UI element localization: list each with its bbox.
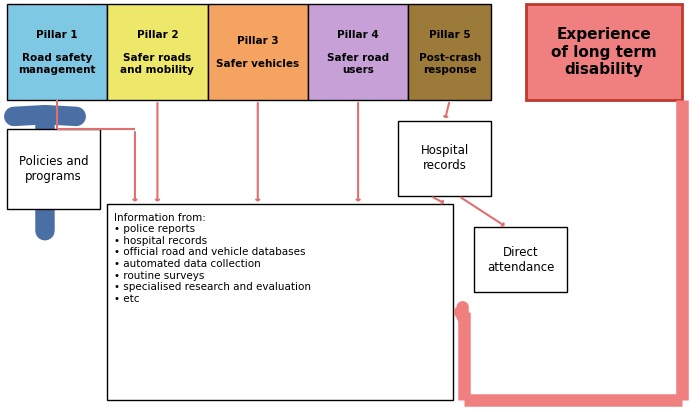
Text: Hospital
records: Hospital records [421,144,468,173]
Text: Pillar 3

Safer vehicles: Pillar 3 Safer vehicles [216,35,300,69]
FancyBboxPatch shape [408,4,491,100]
FancyBboxPatch shape [398,121,491,196]
FancyBboxPatch shape [107,4,208,100]
FancyBboxPatch shape [107,204,453,400]
FancyBboxPatch shape [474,227,567,292]
Text: Pillar 5

Post-crash
response: Pillar 5 Post-crash response [419,30,481,75]
FancyBboxPatch shape [7,129,100,208]
FancyBboxPatch shape [208,4,308,100]
Text: Experience
of long term
disability: Experience of long term disability [551,27,657,77]
FancyBboxPatch shape [308,4,408,100]
Text: Pillar 2

Safer roads
and mobility: Pillar 2 Safer roads and mobility [120,30,194,75]
Text: Policies and
programs: Policies and programs [19,155,89,183]
Text: Information from:
• police reports
• hospital records
• official road and vehicl: Information from: • police reports • hos… [114,213,311,304]
Text: Direct
attendance: Direct attendance [487,246,554,274]
Text: Pillar 4

Safer road
users: Pillar 4 Safer road users [327,30,389,75]
FancyBboxPatch shape [7,4,107,100]
FancyBboxPatch shape [526,4,682,100]
Text: Pillar 1

Road safety
management: Pillar 1 Road safety management [19,30,95,75]
